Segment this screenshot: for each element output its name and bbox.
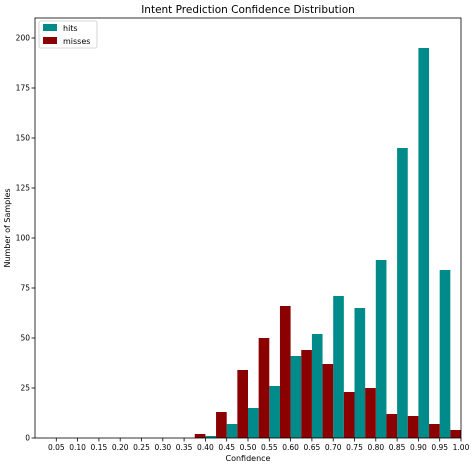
bar-misses-11: [279, 306, 291, 438]
bar-hits-16: [375, 260, 387, 438]
y-tick-label: 0: [25, 434, 30, 443]
y-tick-label: 75: [20, 284, 30, 293]
x-tick-label: 0.20: [112, 443, 129, 452]
x-tick-label: 0.75: [346, 443, 363, 452]
bar-hits-9: [226, 424, 238, 438]
bar-misses-15: [365, 388, 376, 438]
x-tick-label: 0.60: [282, 443, 299, 452]
y-tick-label: 25: [20, 384, 30, 393]
y-tick-label: 100: [16, 234, 31, 243]
x-tick-label: 0.30: [154, 443, 171, 452]
bar-hits-13: [311, 334, 323, 438]
x-tick-label: 0.10: [69, 443, 86, 452]
bar-misses-16: [386, 414, 398, 438]
x-tick-label: 0.35: [176, 443, 193, 452]
bar-hits-8: [205, 436, 217, 438]
bar-misses-8: [216, 412, 227, 438]
x-tick-label: 0.85: [389, 443, 406, 452]
bar-hits-11: [269, 386, 280, 438]
bar-misses-9: [237, 370, 248, 438]
bar-hits-17: [397, 148, 408, 438]
y-tick-label: 150: [16, 134, 31, 143]
x-tick-label: 0.25: [133, 443, 150, 452]
legend-swatch-misses: [43, 37, 57, 44]
x-tick-label: 0.70: [325, 443, 342, 452]
bar-hits-10: [248, 408, 259, 438]
x-axis: 0.05 0.10 0.15 0.20 0.25 0.30 0.35 0.40 0.45 0.50…: [48, 438, 470, 452]
x-tick-label: 0.05: [48, 443, 65, 452]
x-tick-label: 0.45: [218, 443, 235, 452]
y-axis: 0 25 50 75 100 125 150 175 200: [16, 34, 35, 443]
bar-misses-17: [407, 416, 419, 438]
x-tick-label: 0.65: [304, 443, 321, 452]
y-tick-label: 125: [16, 184, 31, 193]
bar-misses-10: [258, 338, 270, 438]
y-axis-label: Number of Samples: [3, 188, 12, 267]
x-tick-label: 1.00: [453, 443, 470, 452]
x-tick-label: 0.95: [431, 443, 448, 452]
bar-misses-12: [301, 350, 312, 438]
bar-hits-19: [439, 270, 451, 438]
bar-misses-14: [343, 392, 355, 438]
x-tick-label: 0.80: [367, 443, 384, 452]
legend-label-misses: misses: [63, 37, 90, 46]
bar-misses-13: [322, 364, 334, 438]
y-tick-label: 175: [16, 84, 31, 93]
bar-hits-14: [333, 296, 344, 438]
x-tick-label: 0.90: [410, 443, 427, 452]
y-tick-label: 200: [16, 34, 31, 43]
bar-hits-12: [290, 356, 302, 438]
bar-hits-18: [418, 48, 430, 438]
y-tick-label: 50: [20, 334, 30, 343]
bars-layer: [194, 48, 461, 438]
legend-label-hits: hits: [63, 24, 78, 33]
bar-misses-19: [450, 430, 461, 438]
bar-misses-18: [429, 424, 440, 438]
x-tick-label: 0.40: [197, 443, 214, 452]
x-axis-label: Confidence: [226, 454, 271, 463]
bar-hits-15: [354, 308, 366, 438]
x-tick-label: 0.55: [261, 443, 278, 452]
x-tick-label: 0.50: [240, 443, 257, 452]
legend: hits misses: [38, 20, 98, 49]
legend-swatch-hits: [43, 24, 57, 31]
bar-misses-7: [194, 434, 206, 438]
x-tick-label: 0.15: [91, 443, 108, 452]
chart-title: Intent Prediction Confidence Distributio…: [141, 4, 355, 16]
